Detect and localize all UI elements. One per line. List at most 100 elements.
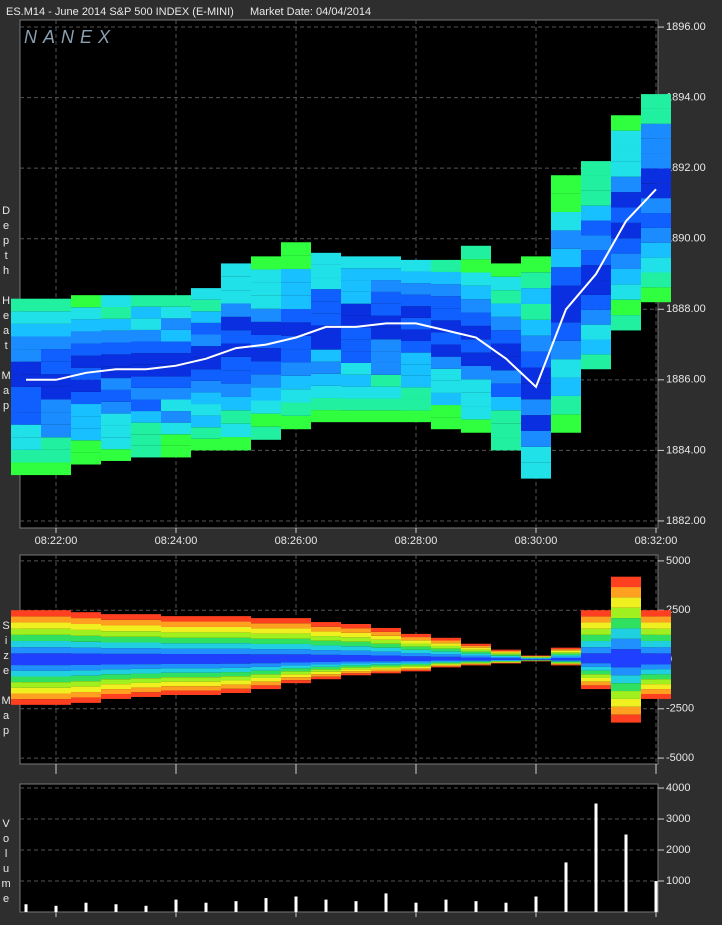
size-band (161, 626, 191, 633)
y-tick-label: 1896.00 (666, 21, 706, 33)
size-band (161, 681, 191, 687)
depth-band (641, 257, 671, 273)
size-band (311, 674, 341, 677)
size-band (251, 633, 281, 639)
size-band (71, 697, 101, 703)
depth-band (221, 263, 251, 277)
size-band (41, 628, 71, 635)
size-band (461, 659, 491, 661)
size-band (581, 628, 611, 635)
size-band (11, 693, 41, 700)
size-band (311, 622, 341, 627)
depth-band (371, 303, 401, 316)
depth-band (491, 263, 521, 277)
size-band (371, 664, 401, 667)
size-band (191, 690, 221, 695)
depth-band (461, 406, 491, 420)
depth-band (341, 291, 371, 304)
size-band (461, 664, 491, 666)
depth-band (281, 282, 311, 296)
size-band (371, 668, 401, 670)
size-band (611, 714, 641, 723)
depth-band (551, 395, 581, 415)
size-band (581, 663, 611, 667)
size-band (641, 669, 671, 675)
depth-band (161, 411, 191, 423)
depth-band (71, 428, 101, 441)
size-band (341, 641, 371, 647)
size-band (311, 654, 341, 660)
size-band (311, 671, 341, 675)
depth-band (641, 287, 671, 303)
depth-band (41, 412, 71, 425)
size-band (101, 614, 131, 620)
depth-band (71, 331, 101, 344)
depth-band (281, 309, 311, 323)
size-band (191, 663, 221, 669)
size-band (431, 662, 461, 664)
volume-bar (114, 904, 118, 912)
size-band (191, 616, 221, 622)
size-band (371, 666, 401, 669)
depth-band (431, 344, 461, 357)
depth-band (161, 376, 191, 388)
depth-band (611, 238, 641, 254)
depth-band (311, 264, 341, 278)
size-band (401, 666, 431, 669)
depth-band (521, 303, 551, 320)
depth-band (281, 268, 311, 283)
size-band (431, 648, 461, 652)
size-band (71, 675, 101, 682)
size-band (371, 659, 401, 662)
volume-bar (564, 862, 568, 912)
depth-band (401, 352, 431, 365)
depth-band (371, 327, 401, 340)
size-band (71, 635, 101, 642)
size-band (41, 610, 71, 617)
depth-band (101, 366, 131, 379)
size-band (221, 616, 251, 622)
size-band (11, 676, 41, 683)
depth-band (191, 392, 221, 405)
depth-band (101, 449, 131, 461)
depth-band (581, 190, 611, 206)
size-band (161, 677, 191, 682)
size-band (41, 622, 71, 629)
depth-band (11, 399, 41, 413)
x-tick-label: 08:26:00 (275, 535, 318, 547)
size-band (281, 677, 311, 681)
depth-band (251, 321, 281, 335)
size-band (401, 663, 431, 666)
size-band (431, 660, 461, 662)
depth-band (461, 365, 491, 380)
depth-band (221, 303, 251, 317)
size-band (551, 650, 581, 653)
size-band (341, 655, 371, 660)
depth-band (191, 299, 221, 312)
volume-bar (534, 896, 538, 912)
depth-band (371, 268, 401, 281)
depth-band (401, 283, 431, 295)
size-band (581, 622, 611, 629)
size-band (611, 659, 641, 668)
depth-band (401, 329, 431, 342)
depth-band (281, 295, 311, 310)
size-band (401, 659, 431, 661)
size-band (401, 646, 431, 650)
size-band (461, 643, 491, 646)
depth-band (431, 259, 461, 272)
depth-band (191, 311, 221, 323)
size-band (311, 645, 341, 651)
size-band (131, 673, 161, 679)
market-date: Market Date: 04/04/2014 (250, 6, 371, 18)
size-band (221, 663, 251, 668)
size-band (41, 653, 71, 660)
size-band (221, 621, 251, 627)
depth-band (611, 115, 641, 131)
depth-band (71, 295, 101, 308)
depth-band (341, 327, 371, 340)
depth-band (251, 348, 281, 362)
size-band (641, 689, 671, 695)
depth-band (311, 385, 341, 398)
